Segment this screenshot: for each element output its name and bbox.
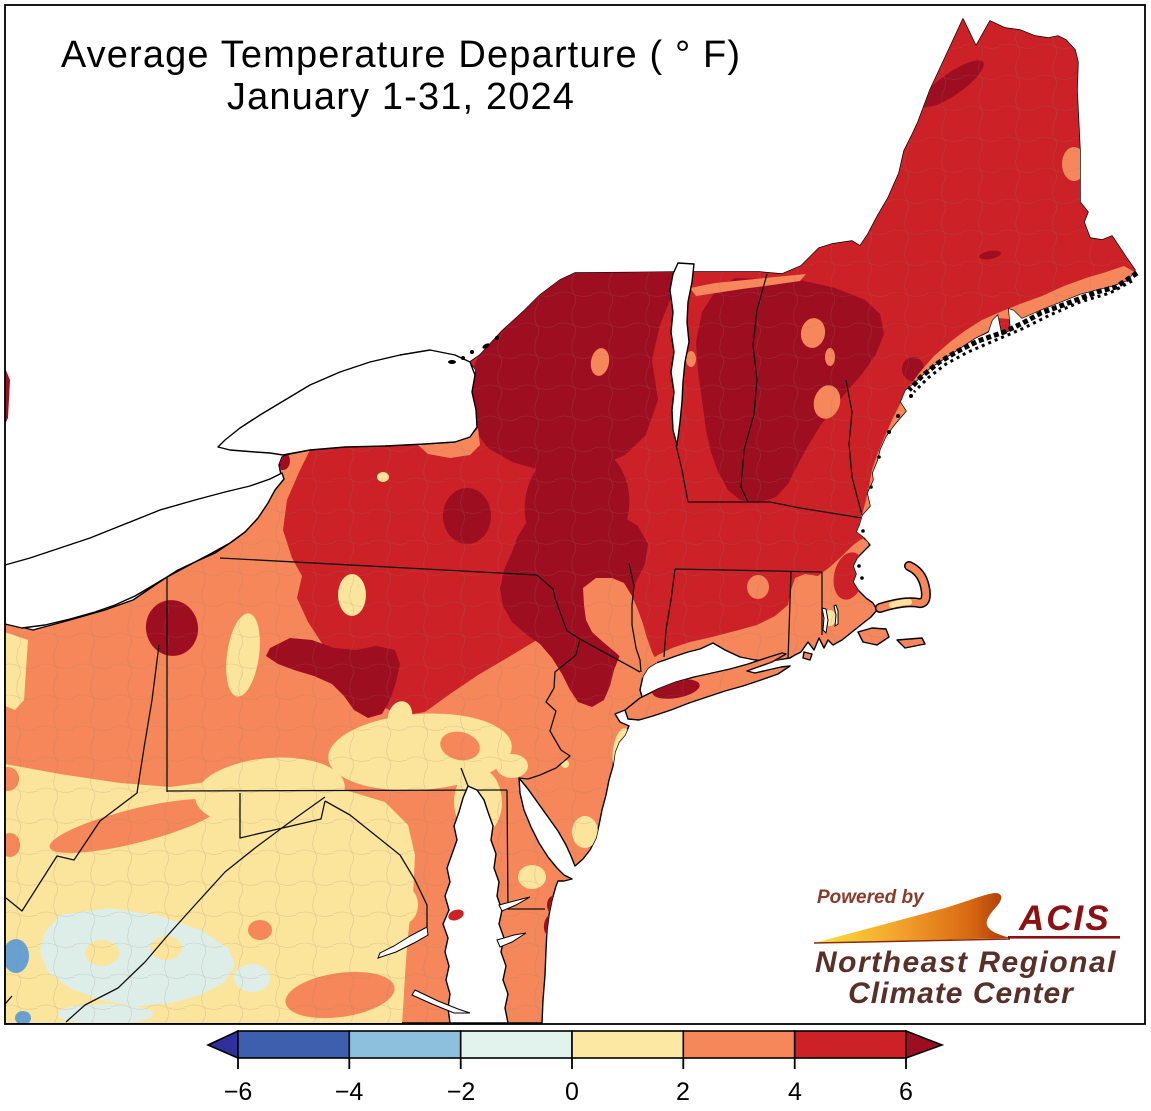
svg-text:Climate Center: Climate Center (848, 977, 1075, 1010)
svg-text:4: 4 (788, 1078, 802, 1106)
svg-text:6: 6 (899, 1078, 913, 1106)
svg-text:−4: −4 (335, 1078, 364, 1106)
svg-text:2: 2 (676, 1078, 690, 1106)
svg-text:Average Temperature Departure: Average Temperature Departure ( ° F) (61, 34, 741, 76)
svg-text:January 1-31, 2024: January 1-31, 2024 (227, 76, 575, 118)
svg-text:Northeast Regional: Northeast Regional (815, 946, 1117, 979)
svg-text:ACIS: ACIS (1018, 899, 1111, 938)
svg-text:−2: −2 (447, 1078, 476, 1106)
svg-text:0: 0 (565, 1078, 579, 1106)
svg-text:Powered by: Powered by (817, 887, 925, 908)
svg-text:−6: −6 (224, 1078, 253, 1106)
